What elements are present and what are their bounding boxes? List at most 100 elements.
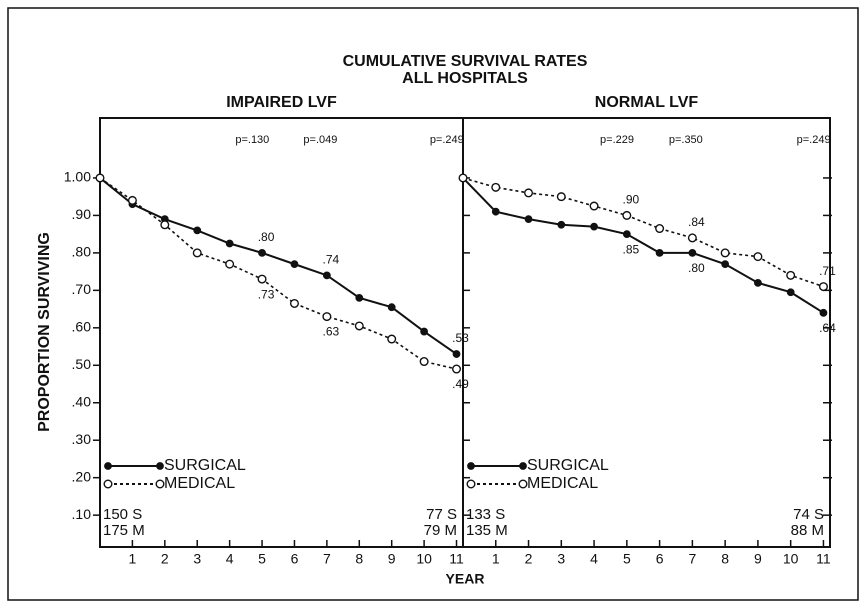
series-line xyxy=(462,177,824,288)
data-point xyxy=(524,188,534,198)
data-point xyxy=(322,312,332,322)
x-tick-label: 10 xyxy=(416,551,432,567)
n-end: 88 M xyxy=(791,522,824,539)
legend-label: MEDICAL xyxy=(527,475,598,492)
data-point xyxy=(491,182,501,192)
x-tick-label: 6 xyxy=(291,551,299,567)
x-tick-label: 2 xyxy=(161,551,169,567)
x-tick-label: 1 xyxy=(492,551,500,567)
data-label: .53 xyxy=(452,331,469,345)
x-tick-label: 5 xyxy=(258,551,266,567)
y-tick-label: .20 xyxy=(72,468,92,484)
y-tick-label: .40 xyxy=(72,393,92,409)
panel-title: NORMAL LVF xyxy=(595,94,699,111)
n-end: 79 M xyxy=(424,522,457,539)
data-point xyxy=(193,226,202,235)
data-label: .80 xyxy=(688,261,705,275)
n-start: 150 S xyxy=(103,506,142,523)
x-tick-label: 6 xyxy=(656,551,664,567)
data-label: .63 xyxy=(323,325,340,339)
frame xyxy=(7,7,859,601)
x-tick-label: 1 xyxy=(129,551,137,567)
data-point xyxy=(655,224,665,234)
x-tick-label: 3 xyxy=(557,551,565,567)
data-point xyxy=(127,195,137,205)
y-tick-label: .90 xyxy=(72,206,92,222)
x-tick-label: 11 xyxy=(816,551,831,567)
data-point xyxy=(524,215,533,224)
legend-marker xyxy=(467,462,475,470)
x-axis-label: YEAR xyxy=(446,571,485,587)
p-value: p=.049 xyxy=(303,134,337,146)
plot-frame xyxy=(462,117,831,548)
data-point xyxy=(354,321,364,331)
legend-marker xyxy=(519,462,527,470)
legend-label: MEDICAL xyxy=(164,475,235,492)
data-point xyxy=(322,271,331,280)
n-start: 175 M xyxy=(103,522,145,539)
x-tick-label: 2 xyxy=(525,551,533,567)
data-point xyxy=(721,260,730,269)
n-end: 74 S xyxy=(793,506,824,523)
data-point xyxy=(458,173,468,183)
p-value: p=.249 xyxy=(797,134,831,146)
y-tick-label: .70 xyxy=(72,281,92,297)
data-point xyxy=(387,303,396,312)
data-point xyxy=(720,248,730,258)
data-point xyxy=(420,327,429,336)
data-point xyxy=(754,278,762,287)
legend-marker xyxy=(104,462,112,470)
data-point xyxy=(355,293,364,302)
data-label: .90 xyxy=(622,193,639,207)
legend-marker xyxy=(155,479,165,489)
chart-title: CUMULATIVE SURVIVAL RATES xyxy=(343,53,588,70)
legend-marker xyxy=(466,479,476,489)
y-tick-label: .60 xyxy=(72,319,92,335)
series-line xyxy=(99,177,457,370)
series-line xyxy=(99,177,458,355)
x-tick-label: 5 xyxy=(623,551,631,567)
x-tick-label: 9 xyxy=(388,551,396,567)
data-label: .74 xyxy=(323,253,340,267)
data-point xyxy=(687,233,697,243)
x-tick-label: 11 xyxy=(449,551,464,567)
y-tick-label: .80 xyxy=(72,244,92,260)
data-point xyxy=(225,239,234,248)
x-tick-label: 4 xyxy=(226,551,234,567)
data-point xyxy=(452,350,461,358)
data-point xyxy=(786,270,796,280)
x-tick-label: 7 xyxy=(323,551,331,567)
data-point xyxy=(452,364,462,374)
data-label: .64 xyxy=(819,321,836,335)
data-point xyxy=(556,192,566,202)
data-point xyxy=(590,222,598,231)
data-point xyxy=(622,210,632,220)
data-point xyxy=(557,220,566,229)
data-point xyxy=(290,260,299,269)
data-point xyxy=(818,282,828,292)
data-label: .73 xyxy=(258,287,275,301)
data-label: .85 xyxy=(622,242,639,256)
data-label: .80 xyxy=(258,230,275,244)
data-point xyxy=(192,248,202,258)
data-point xyxy=(688,248,697,257)
y-axis-label: PROPORTION SURVIVING xyxy=(36,232,53,432)
legend-marker xyxy=(518,479,528,489)
panel-title: IMPAIRED LVF xyxy=(226,94,337,111)
n-start: 135 M xyxy=(466,522,508,539)
p-value: p=.130 xyxy=(235,134,269,146)
x-tick-label: 3 xyxy=(193,551,201,567)
data-point xyxy=(257,274,267,284)
x-tick-label: 4 xyxy=(590,551,598,567)
x-tick-label: 10 xyxy=(783,551,799,567)
x-tick-label: 7 xyxy=(688,551,696,567)
data-point xyxy=(258,248,266,257)
x-tick-label: 8 xyxy=(355,551,363,567)
data-point xyxy=(387,334,397,344)
x-tick-label: 9 xyxy=(754,551,762,567)
n-end: 77 S xyxy=(426,506,457,523)
data-label: .84 xyxy=(688,215,705,229)
data-point xyxy=(753,252,763,262)
y-tick-label: 1.00 xyxy=(64,169,91,185)
